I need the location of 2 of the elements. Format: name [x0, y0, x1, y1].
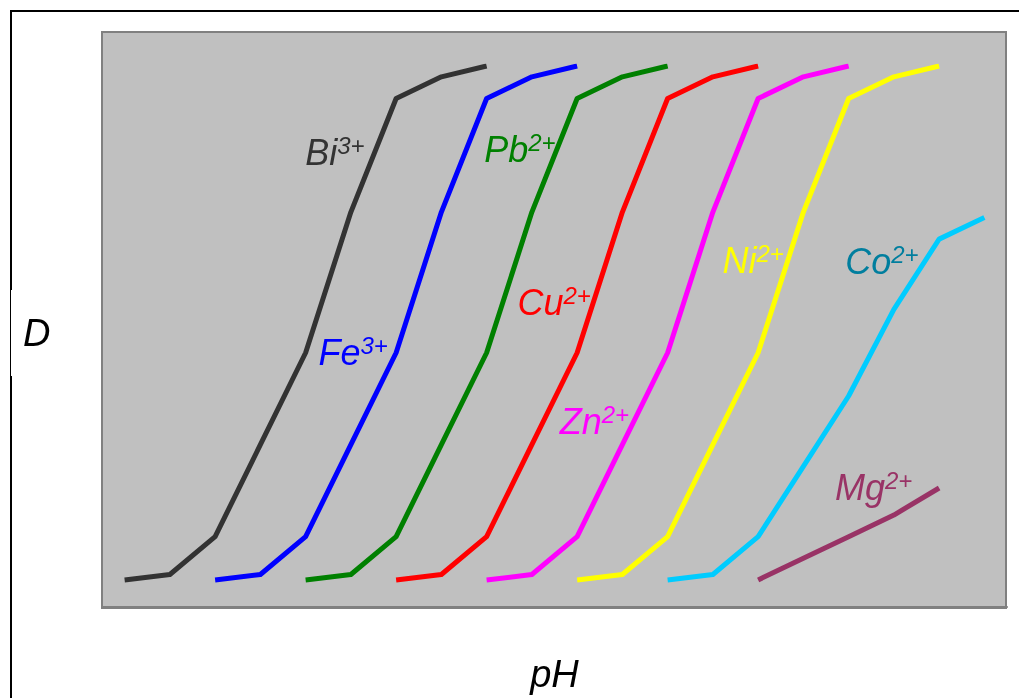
- y-axis-title: D: [23, 312, 51, 354]
- x-axis-title: pH: [529, 653, 580, 695]
